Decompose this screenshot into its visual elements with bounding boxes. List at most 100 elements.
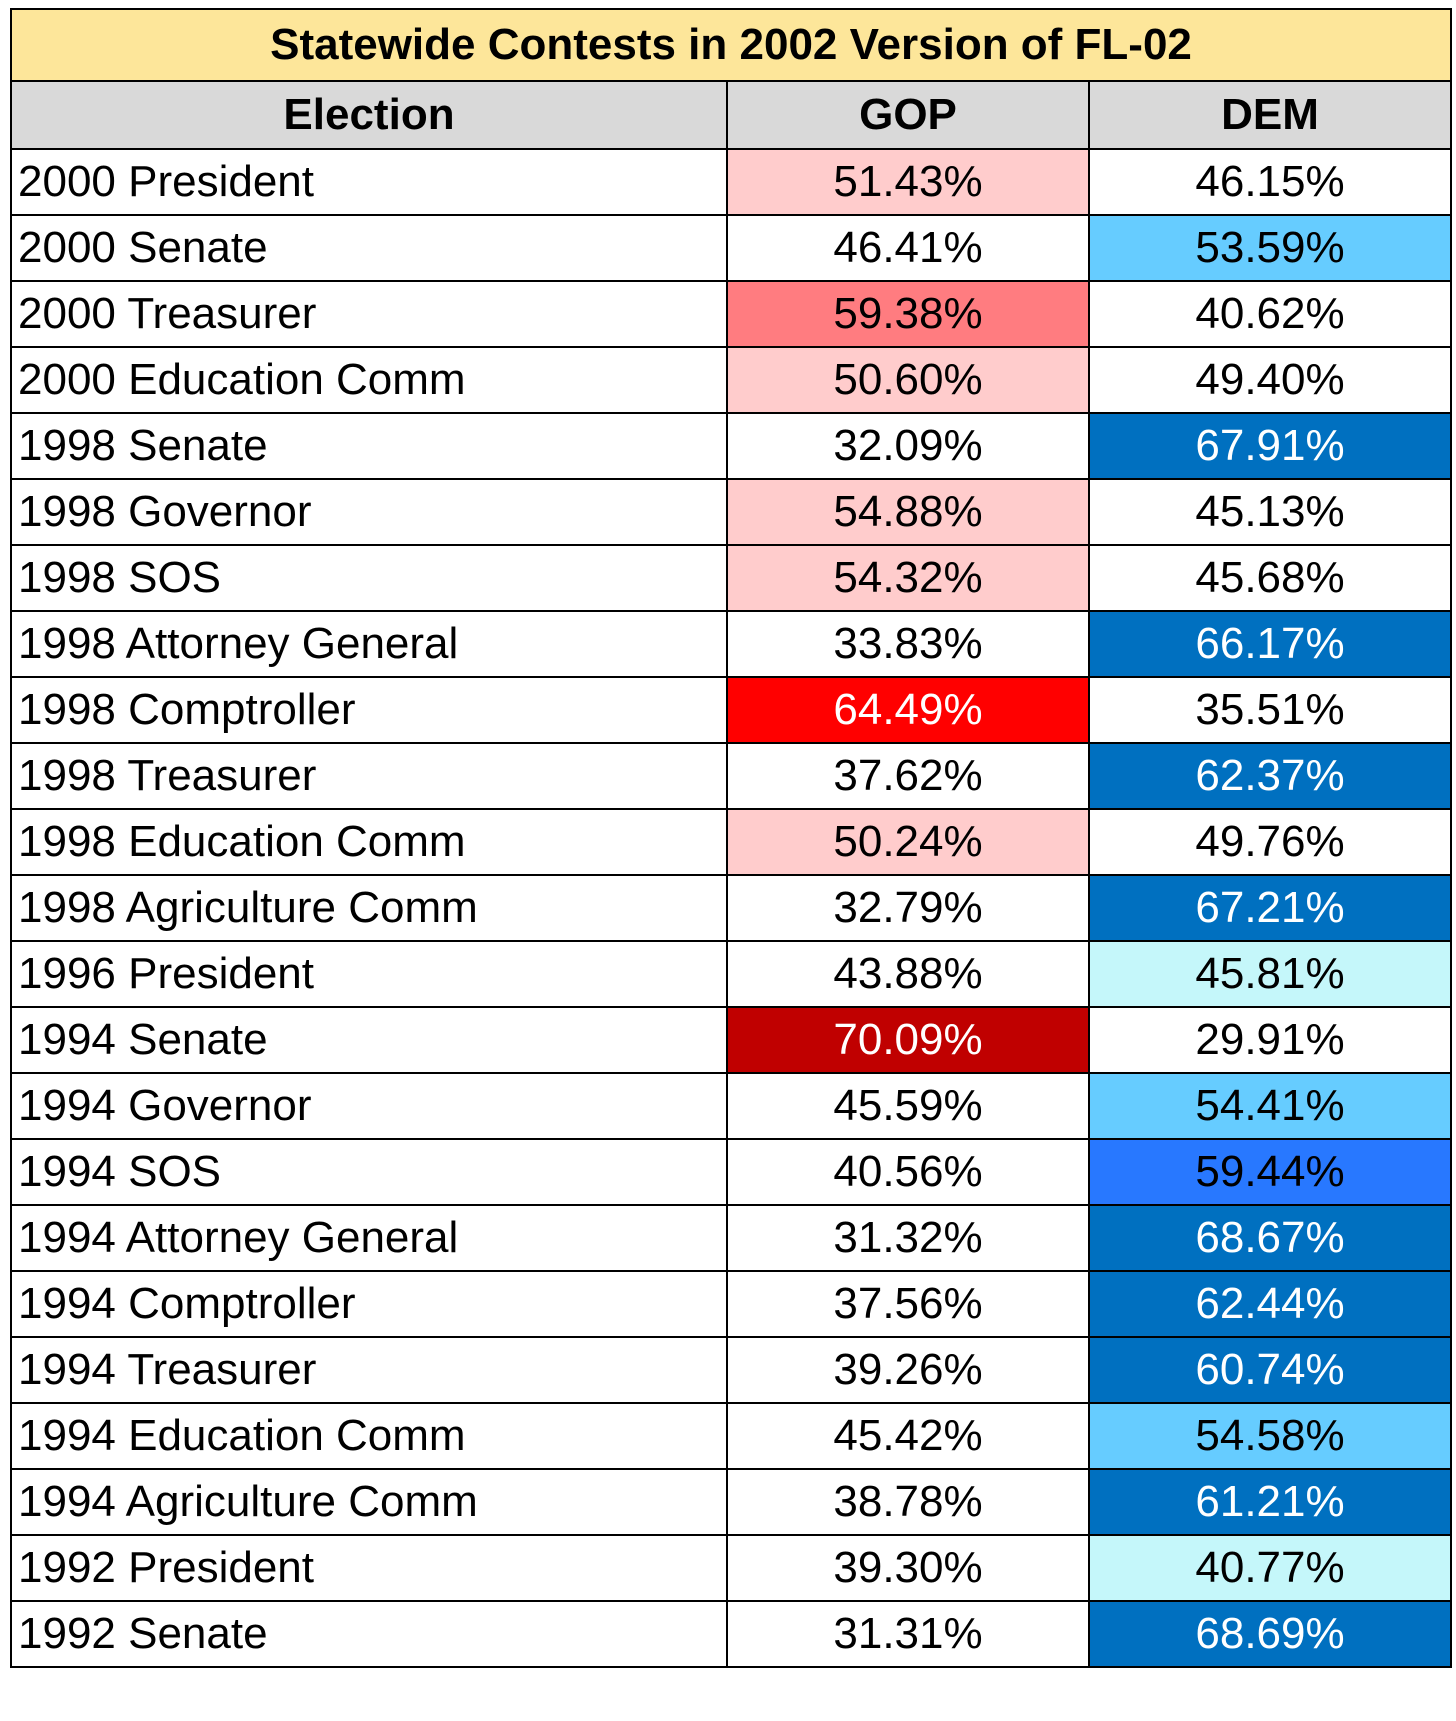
table-row: 1998 Agriculture Comm 32.79% 67.21%	[10, 874, 1452, 942]
table-row: 1994 Treasurer 39.26% 60.74%	[10, 1336, 1452, 1404]
dem-cell: 54.41%	[1088, 1072, 1452, 1140]
dem-cell: 68.69%	[1088, 1600, 1452, 1668]
table-row: 2000 Treasurer 59.38% 40.62%	[10, 280, 1452, 348]
election-cell: 1998 Agriculture Comm	[10, 874, 728, 942]
header-dem: DEM	[1088, 80, 1452, 150]
table-row: 1994 Senate 70.09% 29.91%	[10, 1006, 1452, 1074]
gop-cell: 31.31%	[726, 1600, 1090, 1668]
election-cell: 1994 SOS	[10, 1138, 728, 1206]
election-cell: 1992 Senate	[10, 1600, 728, 1668]
dem-cell: 49.40%	[1088, 346, 1452, 414]
election-cell: 2000 Treasurer	[10, 280, 728, 348]
gop-cell: 54.32%	[726, 544, 1090, 612]
table-row: 1994 Governor 45.59% 54.41%	[10, 1072, 1452, 1140]
table-row: 1994 Attorney General 31.32% 68.67%	[10, 1204, 1452, 1272]
election-cell: 1992 President	[10, 1534, 728, 1602]
election-cell: 1994 Comptroller	[10, 1270, 728, 1338]
table-row: 1998 Treasurer 37.62% 62.37%	[10, 742, 1452, 810]
election-cell: 1994 Agriculture Comm	[10, 1468, 728, 1536]
dem-cell: 35.51%	[1088, 676, 1452, 744]
dem-cell: 40.62%	[1088, 280, 1452, 348]
gop-cell: 50.60%	[726, 346, 1090, 414]
gop-cell: 33.83%	[726, 610, 1090, 678]
election-cell: 1998 SOS	[10, 544, 728, 612]
election-cell: 1998 Attorney General	[10, 610, 728, 678]
election-cell: 1994 Treasurer	[10, 1336, 728, 1404]
dem-cell: 66.17%	[1088, 610, 1452, 678]
election-cell: 1994 Education Comm	[10, 1402, 728, 1470]
election-cell: 1998 Comptroller	[10, 676, 728, 744]
dem-cell: 67.21%	[1088, 874, 1452, 942]
dem-cell: 53.59%	[1088, 214, 1452, 282]
header-election: Election	[10, 80, 728, 150]
dem-cell: 29.91%	[1088, 1006, 1452, 1074]
gop-cell: 50.24%	[726, 808, 1090, 876]
dem-cell: 61.21%	[1088, 1468, 1452, 1536]
table-row: 2000 Education Comm 50.60% 49.40%	[10, 346, 1452, 414]
dem-cell: 45.68%	[1088, 544, 1452, 612]
election-cell: 1994 Senate	[10, 1006, 728, 1074]
election-cell: 2000 Senate	[10, 214, 728, 282]
gop-cell: 32.09%	[726, 412, 1090, 480]
dem-cell: 49.76%	[1088, 808, 1452, 876]
header-gop: GOP	[726, 80, 1090, 150]
header-row: Election GOP DEM	[10, 80, 1452, 150]
dem-cell: 68.67%	[1088, 1204, 1452, 1272]
table-row: 1992 Senate 31.31% 68.69%	[10, 1600, 1452, 1668]
table-row: 1994 Education Comm 45.42% 54.58%	[10, 1402, 1452, 1470]
gop-cell: 45.59%	[726, 1072, 1090, 1140]
dem-cell: 62.44%	[1088, 1270, 1452, 1338]
election-cell: 2000 Education Comm	[10, 346, 728, 414]
dem-cell: 45.13%	[1088, 478, 1452, 546]
table-row: 1994 SOS 40.56% 59.44%	[10, 1138, 1452, 1206]
table-title: Statewide Contests in 2002 Version of FL…	[10, 8, 1452, 82]
table-row: 1992 President 39.30% 40.77%	[10, 1534, 1452, 1602]
gop-cell: 37.62%	[726, 742, 1090, 810]
dem-cell: 45.81%	[1088, 940, 1452, 1008]
dem-cell: 60.74%	[1088, 1336, 1452, 1404]
gop-cell: 51.43%	[726, 148, 1090, 216]
gop-cell: 70.09%	[726, 1006, 1090, 1074]
election-cell: 1998 Treasurer	[10, 742, 728, 810]
gop-cell: 32.79%	[726, 874, 1090, 942]
election-cell: 1998 Education Comm	[10, 808, 728, 876]
gop-cell: 39.26%	[726, 1336, 1090, 1404]
election-cell: 1994 Governor	[10, 1072, 728, 1140]
gop-cell: 40.56%	[726, 1138, 1090, 1206]
gop-cell: 59.38%	[726, 280, 1090, 348]
table-row: 1998 Education Comm 50.24% 49.76%	[10, 808, 1452, 876]
election-cell: 1994 Attorney General	[10, 1204, 728, 1272]
election-cell: 1996 President	[10, 940, 728, 1008]
results-table: Statewide Contests in 2002 Version of FL…	[10, 8, 1452, 1668]
election-cell: 1998 Governor	[10, 478, 728, 546]
dem-cell: 54.58%	[1088, 1402, 1452, 1470]
dem-cell: 59.44%	[1088, 1138, 1452, 1206]
table-row: 2000 President 51.43% 46.15%	[10, 148, 1452, 216]
gop-cell: 46.41%	[726, 214, 1090, 282]
gop-cell: 64.49%	[726, 676, 1090, 744]
dem-cell: 62.37%	[1088, 742, 1452, 810]
table-row: 1998 Attorney General 33.83% 66.17%	[10, 610, 1452, 678]
election-cell: 2000 President	[10, 148, 728, 216]
gop-cell: 43.88%	[726, 940, 1090, 1008]
table-row: 1994 Agriculture Comm 38.78% 61.21%	[10, 1468, 1452, 1536]
table-row: 1996 President 43.88% 45.81%	[10, 940, 1452, 1008]
dem-cell: 67.91%	[1088, 412, 1452, 480]
gop-cell: 54.88%	[726, 478, 1090, 546]
gop-cell: 39.30%	[726, 1534, 1090, 1602]
table-row: 1998 SOS 54.32% 45.68%	[10, 544, 1452, 612]
table-row: 1998 Governor 54.88% 45.13%	[10, 478, 1452, 546]
gop-cell: 31.32%	[726, 1204, 1090, 1272]
table-body: 2000 President 51.43% 46.15% 2000 Senate 46.…	[10, 148, 1452, 1668]
table-row: 2000 Senate 46.41% 53.59%	[10, 214, 1452, 282]
gop-cell: 38.78%	[726, 1468, 1090, 1536]
gop-cell: 45.42%	[726, 1402, 1090, 1470]
gop-cell: 37.56%	[726, 1270, 1090, 1338]
title-row: Statewide Contests in 2002 Version of FL…	[10, 8, 1452, 82]
dem-cell: 40.77%	[1088, 1534, 1452, 1602]
table-row: 1998 Senate 32.09% 67.91%	[10, 412, 1452, 480]
election-cell: 1998 Senate	[10, 412, 728, 480]
table-row: 1998 Comptroller 64.49% 35.51%	[10, 676, 1452, 744]
table-row: 1994 Comptroller 37.56% 62.44%	[10, 1270, 1452, 1338]
dem-cell: 46.15%	[1088, 148, 1452, 216]
